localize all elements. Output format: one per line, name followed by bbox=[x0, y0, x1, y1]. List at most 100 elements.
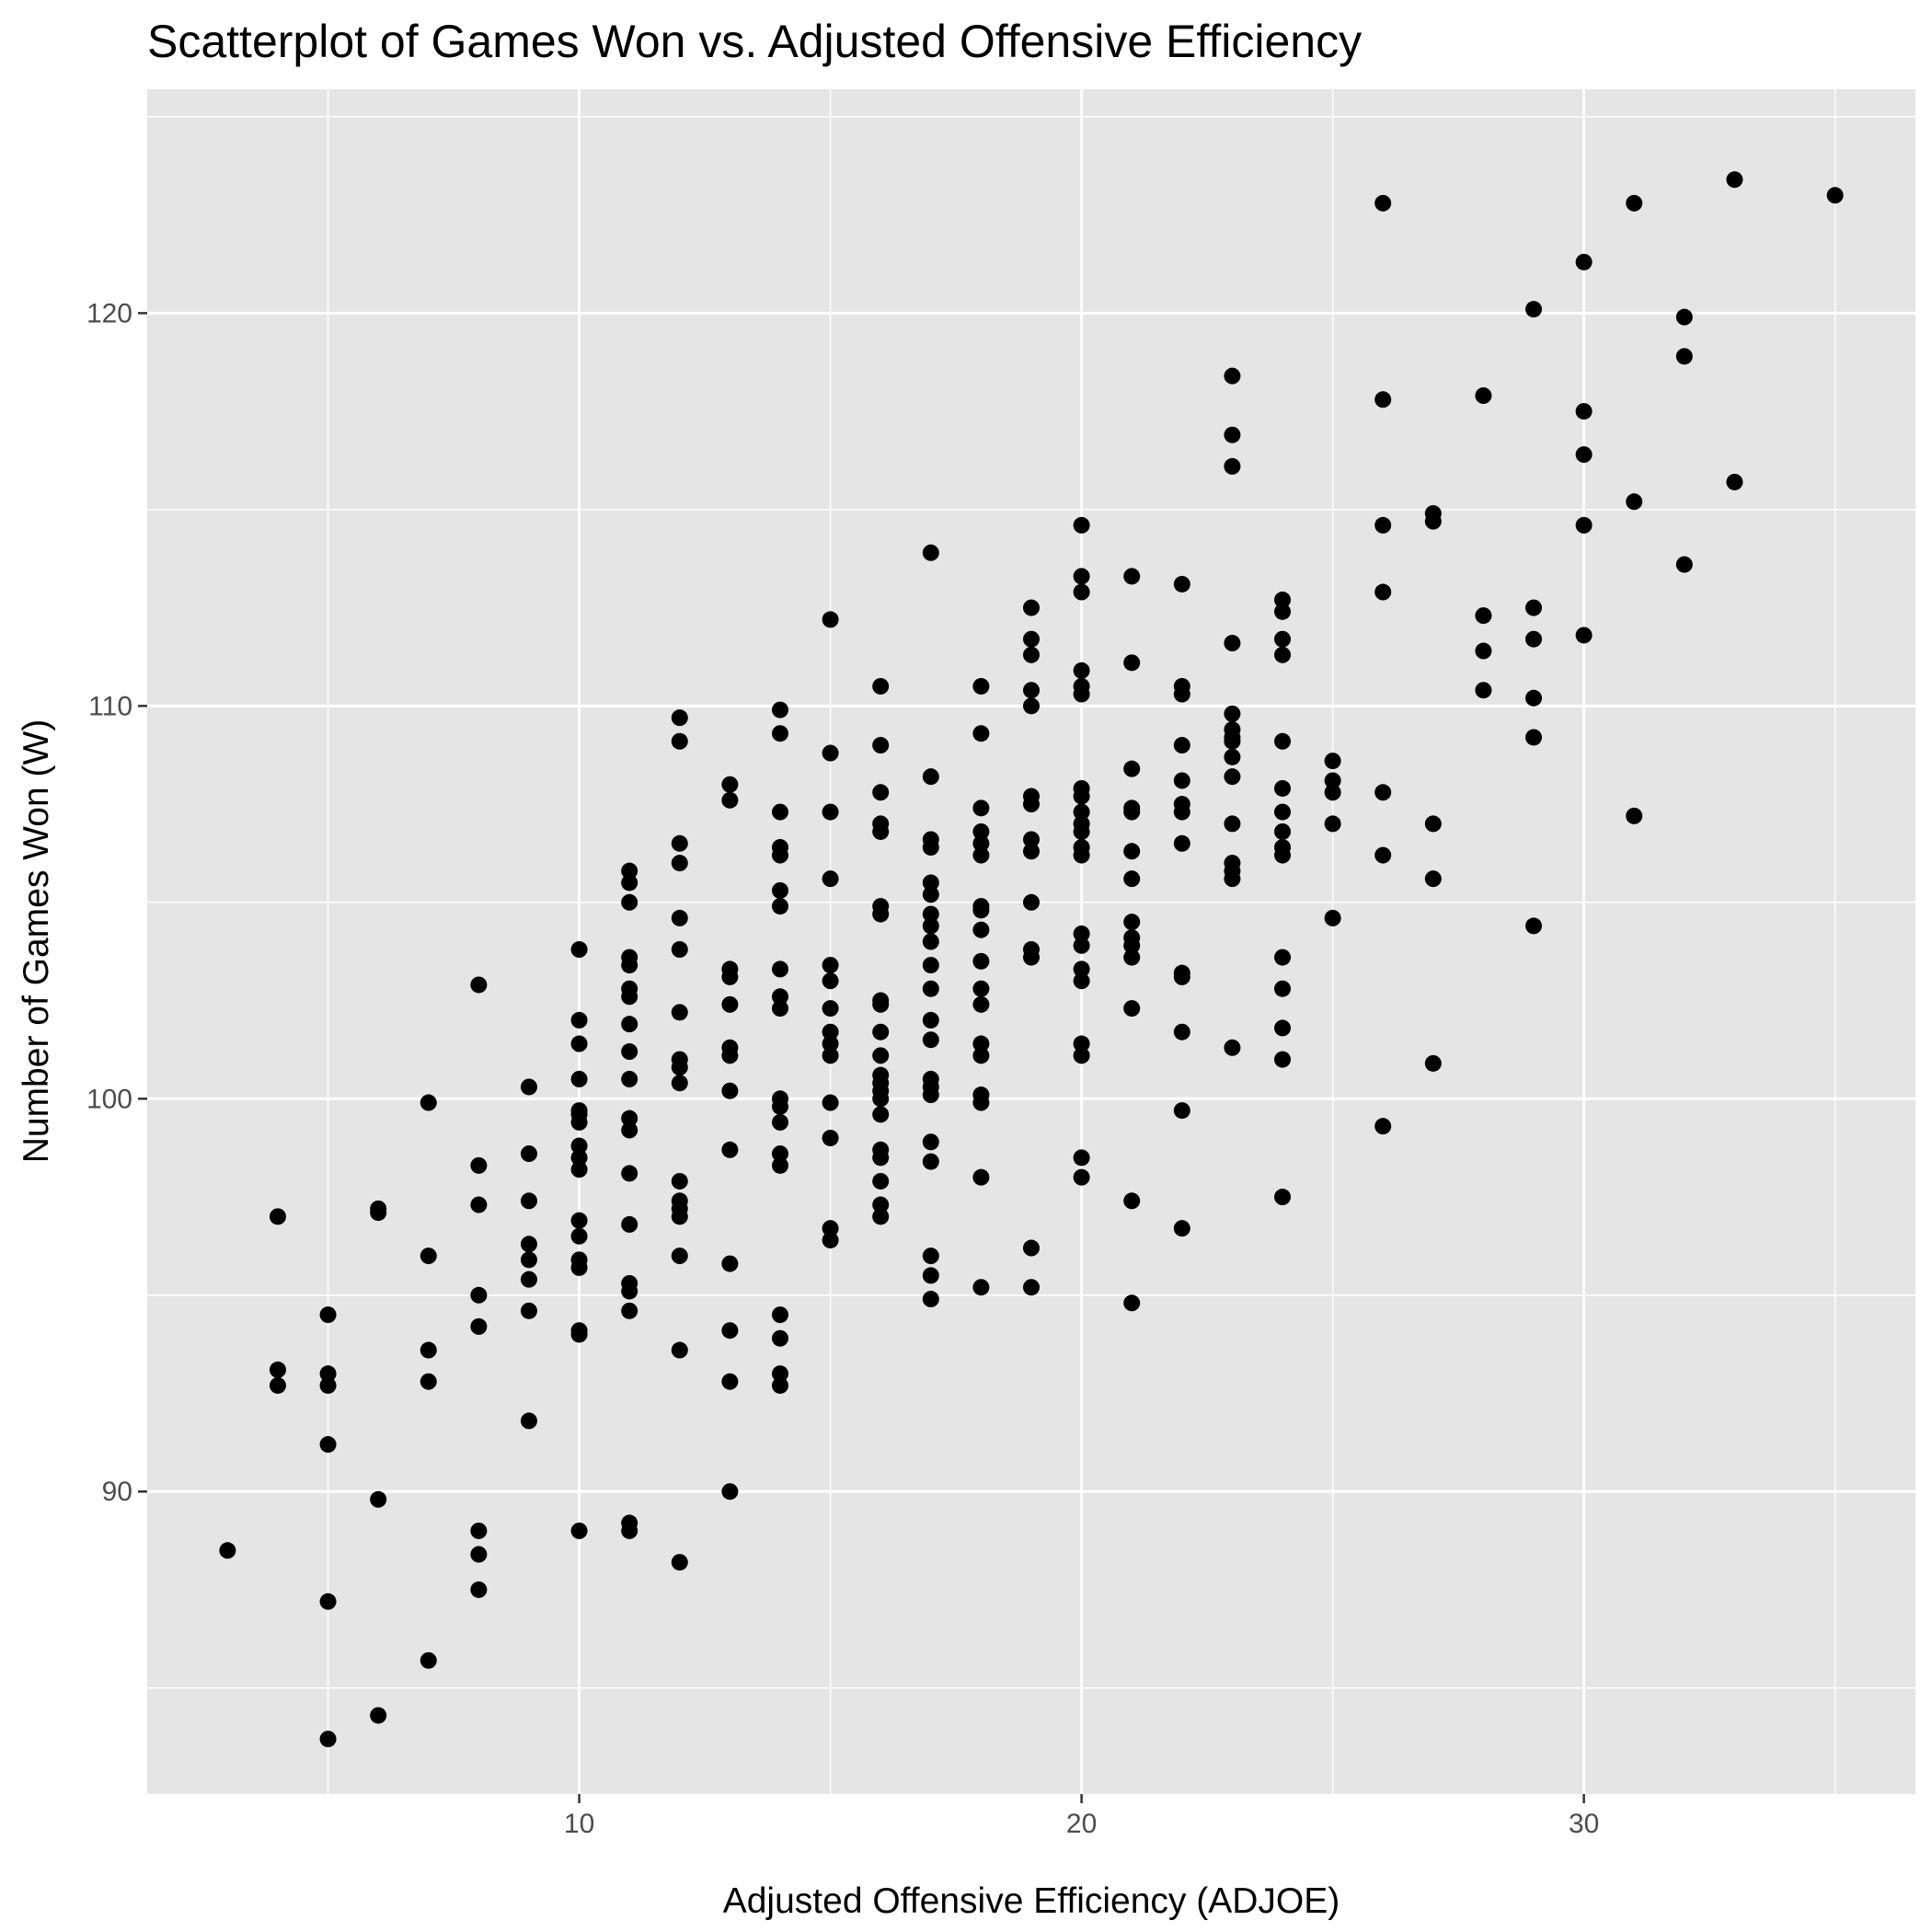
data-point bbox=[370, 1204, 387, 1222]
data-point bbox=[1374, 846, 1392, 864]
data-point bbox=[420, 1248, 437, 1265]
data-point bbox=[822, 1023, 839, 1041]
data-point bbox=[420, 1651, 437, 1669]
chart-title: Scatterplot of Games Won vs. Adjusted Of… bbox=[147, 16, 1362, 67]
data-point bbox=[370, 1490, 387, 1508]
data-point bbox=[671, 732, 688, 750]
data-point bbox=[621, 1302, 638, 1319]
data-point bbox=[671, 909, 688, 926]
data-point bbox=[721, 995, 739, 1013]
data-point bbox=[1274, 603, 1292, 620]
data-point bbox=[721, 1082, 739, 1099]
data-point bbox=[671, 834, 688, 852]
data-point bbox=[470, 1317, 488, 1335]
data-point bbox=[1123, 1294, 1141, 1312]
data-point bbox=[1224, 426, 1241, 443]
data-point bbox=[570, 1212, 588, 1229]
data-point bbox=[1274, 1189, 1292, 1206]
data-point bbox=[1374, 391, 1392, 408]
data-point bbox=[1224, 815, 1241, 833]
data-point bbox=[771, 1113, 788, 1131]
data-point bbox=[822, 1220, 839, 1237]
data-point bbox=[1324, 909, 1341, 926]
data-point bbox=[570, 1149, 588, 1167]
data-point bbox=[671, 709, 688, 727]
data-point bbox=[1575, 403, 1593, 420]
data-point bbox=[1224, 748, 1241, 765]
data-point bbox=[1274, 1019, 1292, 1037]
data-point bbox=[319, 1365, 337, 1383]
data-point bbox=[1324, 784, 1341, 801]
data-point bbox=[1424, 815, 1442, 833]
data-point bbox=[872, 677, 890, 695]
data-point bbox=[771, 803, 788, 821]
y-tick-label: 100 bbox=[86, 1084, 132, 1114]
data-point bbox=[721, 1255, 739, 1272]
data-point bbox=[972, 921, 990, 938]
data-point bbox=[822, 1094, 839, 1111]
data-point bbox=[1726, 473, 1743, 490]
data-point bbox=[420, 1373, 437, 1390]
data-point bbox=[671, 1172, 688, 1190]
data-point bbox=[1173, 1102, 1190, 1120]
data-point bbox=[1023, 949, 1040, 966]
data-point bbox=[621, 1070, 638, 1087]
data-point bbox=[1424, 512, 1442, 530]
data-point bbox=[319, 1731, 337, 1748]
data-point bbox=[1073, 846, 1090, 864]
data-point bbox=[771, 881, 788, 899]
data-point bbox=[570, 1011, 588, 1029]
data-point bbox=[1224, 705, 1241, 722]
data-point bbox=[1173, 1220, 1190, 1237]
data-point bbox=[1374, 194, 1392, 212]
data-point bbox=[922, 1031, 939, 1049]
data-point bbox=[621, 874, 638, 891]
data-point bbox=[319, 1306, 337, 1324]
data-point bbox=[922, 905, 939, 923]
data-point bbox=[822, 1047, 839, 1064]
data-point bbox=[1123, 843, 1141, 860]
data-point bbox=[771, 1156, 788, 1174]
data-point bbox=[872, 1023, 890, 1041]
data-point bbox=[972, 799, 990, 817]
data-point bbox=[721, 1373, 739, 1390]
data-point bbox=[721, 1483, 739, 1501]
data-point bbox=[972, 952, 990, 970]
data-point bbox=[872, 1149, 890, 1167]
data-point bbox=[922, 1291, 939, 1308]
data-point bbox=[621, 1110, 638, 1127]
data-point bbox=[1123, 1000, 1141, 1018]
data-point bbox=[420, 1094, 437, 1111]
data-point bbox=[1224, 768, 1241, 786]
data-point bbox=[470, 1546, 488, 1563]
data-point bbox=[319, 1376, 337, 1394]
data-point bbox=[1274, 592, 1292, 609]
data-point bbox=[1274, 732, 1292, 750]
data-point bbox=[1023, 646, 1040, 663]
data-point bbox=[872, 822, 890, 840]
data-point bbox=[671, 941, 688, 959]
data-point bbox=[922, 544, 939, 561]
data-point bbox=[972, 902, 990, 919]
data-point bbox=[771, 988, 788, 1006]
data-point bbox=[972, 846, 990, 864]
data-point bbox=[1826, 187, 1844, 204]
data-point bbox=[1173, 1023, 1190, 1041]
data-point bbox=[1274, 803, 1292, 821]
data-point bbox=[671, 1554, 688, 1571]
data-point bbox=[972, 1279, 990, 1296]
data-point bbox=[1123, 803, 1141, 821]
data-point bbox=[570, 941, 588, 959]
data-point bbox=[1123, 760, 1141, 777]
data-point bbox=[1525, 917, 1543, 935]
data-point bbox=[1224, 457, 1241, 475]
data-point bbox=[520, 1078, 537, 1096]
y-tick-label: 110 bbox=[88, 691, 132, 721]
data-point bbox=[1173, 968, 1190, 985]
data-point bbox=[1575, 627, 1593, 644]
data-point bbox=[822, 1129, 839, 1146]
data-point bbox=[1224, 732, 1241, 750]
data-point bbox=[470, 1581, 488, 1598]
data-point bbox=[1123, 949, 1141, 966]
